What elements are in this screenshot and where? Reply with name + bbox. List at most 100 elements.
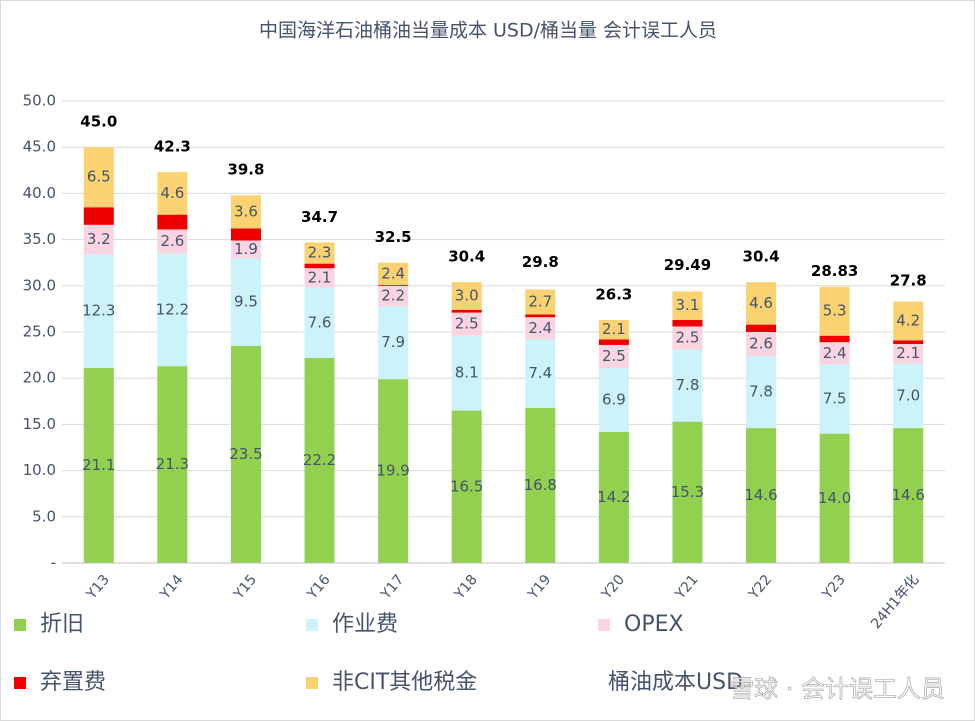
bar-segment [746, 332, 777, 357]
data-label: 3.1 [676, 296, 700, 314]
legend-label: 折旧 [40, 612, 84, 637]
bar-segment [672, 326, 703, 350]
bar-segment [304, 263, 335, 269]
y-tick-label: 15.0 [23, 415, 56, 433]
legend-swatch [14, 619, 26, 631]
bar-segment [598, 368, 629, 432]
data-label: 8.1 [455, 364, 479, 382]
data-label: 1.9 [234, 240, 258, 258]
data-label: 9.5 [234, 292, 258, 310]
data-label: 4.2 [896, 311, 920, 329]
bar-segment [230, 345, 261, 563]
legend-swatch [306, 677, 318, 689]
bar-segment [893, 428, 924, 563]
data-label: 7.4 [528, 364, 552, 382]
bar-segment [83, 368, 114, 563]
y-tick-label: 5.0 [32, 507, 56, 525]
bar-segment [819, 433, 850, 563]
bar-segment [598, 431, 629, 563]
bar-segment [451, 282, 482, 310]
bar-segment [304, 357, 335, 563]
bar-segment [746, 324, 777, 332]
data-label: 2.1 [602, 320, 626, 338]
data-label: 2.7 [528, 292, 552, 310]
bar-segment [157, 172, 188, 215]
data-label: 19.9 [376, 462, 409, 480]
bar-segment [819, 335, 850, 343]
bar-segment [83, 147, 114, 208]
bar-segment [304, 242, 335, 264]
bar-segment [819, 342, 850, 365]
data-label: 6.5 [87, 168, 111, 186]
data-label: 2.6 [160, 232, 184, 250]
legend-swatch [598, 619, 610, 631]
data-label: 15.3 [671, 483, 704, 501]
bar-segment [83, 254, 114, 369]
bar-segment [598, 344, 629, 369]
data-label: 16.5 [450, 477, 483, 495]
data-label: 7.0 [896, 386, 920, 404]
bar-segment [893, 340, 924, 345]
y-tick-label: 40.0 [23, 184, 56, 202]
data-label: 7.9 [381, 333, 405, 351]
data-label: 4.6 [749, 294, 773, 312]
data-label: 2.2 [381, 286, 405, 304]
data-label: 7.8 [749, 383, 773, 401]
y-tick-label: 30.0 [23, 276, 56, 294]
bar-segment [451, 410, 482, 563]
data-label: 7.5 [823, 389, 847, 407]
y-tick-label: - [51, 554, 56, 572]
legend-label: 作业费 [332, 612, 398, 637]
data-label: 7.8 [676, 376, 700, 394]
bar-segment [83, 207, 114, 225]
bar-segment [378, 284, 409, 286]
total-label: 29.8 [522, 253, 559, 271]
bar-segment [451, 309, 482, 313]
bar-segment [598, 319, 629, 340]
data-label: 23.5 [229, 445, 262, 463]
total-label: 28.83 [811, 262, 858, 280]
bar-segment [304, 268, 335, 288]
bar-segment [672, 291, 703, 320]
bar-segment [451, 312, 482, 336]
total-label: 29.49 [664, 256, 711, 274]
bar-segment [83, 224, 114, 255]
data-label: 22.2 [303, 451, 336, 469]
bar-segment [893, 301, 924, 341]
bar-segment [230, 258, 261, 346]
data-label: 2.5 [676, 329, 700, 347]
data-label: 2.3 [308, 243, 332, 261]
data-label: 2.4 [381, 264, 405, 282]
data-label: 2.1 [308, 268, 332, 286]
legend-label: OPEX [624, 612, 684, 637]
legend-label: 非CIT其他税金 [332, 670, 477, 695]
bar-segment [746, 428, 777, 563]
data-label: 12.2 [156, 300, 189, 318]
bar-segment [672, 319, 703, 327]
bar-segment [157, 253, 188, 367]
data-label: 21.1 [82, 456, 115, 474]
data-label: 7.6 [308, 313, 332, 331]
data-label: 3.0 [455, 286, 479, 304]
bar-segment [525, 317, 556, 340]
bar-segment [378, 262, 409, 285]
bar-segment [451, 335, 482, 411]
bar-segment [378, 285, 409, 307]
bar-segment [525, 407, 556, 563]
bar-segment [157, 214, 188, 230]
bar-segment [230, 195, 261, 229]
bar-segment [230, 228, 261, 241]
total-label: 45.0 [80, 113, 117, 131]
total-label: 42.3 [154, 138, 191, 156]
data-label: 2.5 [602, 347, 626, 365]
data-label: 14.2 [597, 488, 630, 506]
data-label: 6.9 [602, 390, 626, 408]
data-label: 3.2 [87, 230, 111, 248]
data-label: 14.0 [818, 489, 851, 507]
bar-segment [598, 339, 629, 345]
bar-segment [525, 314, 556, 318]
bar-segment [893, 344, 924, 364]
bar-segment [378, 379, 409, 563]
bar-segment [819, 286, 850, 336]
data-label: 12.3 [82, 302, 115, 320]
